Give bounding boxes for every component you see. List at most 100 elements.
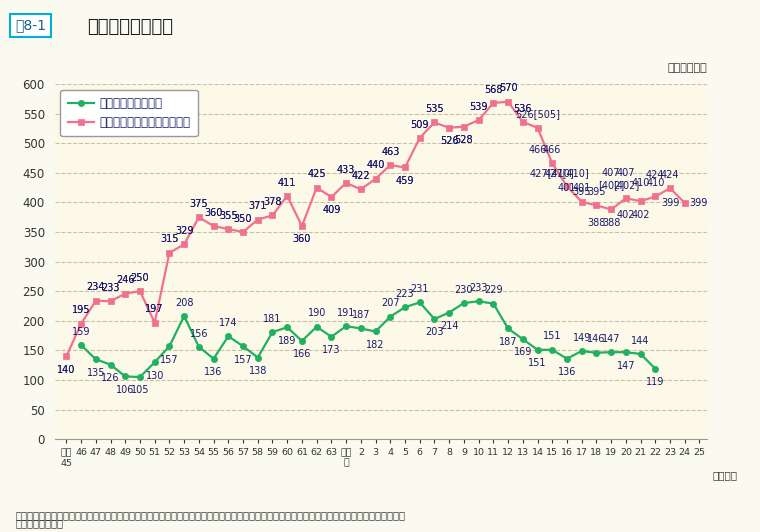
Text: 350: 350 xyxy=(234,214,252,223)
年度内の派遣職員数 xyxy=(121,373,130,380)
年度末現在で派遣中の職員数 xyxy=(636,198,645,204)
Text: 466: 466 xyxy=(543,145,562,155)
Text: 407
[402]: 407 [402] xyxy=(598,168,624,190)
Text: 190: 190 xyxy=(308,309,326,318)
Text: 466: 466 xyxy=(528,145,546,155)
年度内の派遣職員数 xyxy=(548,347,557,353)
年度末現在で派遣中の職員数 xyxy=(106,298,115,304)
年度末現在で派遣中の職員数 xyxy=(341,180,350,186)
年度末現在で派遣中の職員数 xyxy=(651,193,660,200)
Text: 147: 147 xyxy=(602,334,620,344)
年度末現在で派遣中の職員数 xyxy=(562,183,572,189)
Text: 402: 402 xyxy=(632,210,650,220)
Text: （単位：人）: （単位：人） xyxy=(667,63,707,73)
年度末現在で派遣中の職員数 xyxy=(504,98,513,105)
Text: 図8-1: 図8-1 xyxy=(15,19,46,32)
Text: 425: 425 xyxy=(307,169,326,179)
Text: 395: 395 xyxy=(572,187,591,197)
Text: 166: 166 xyxy=(293,350,311,359)
Text: 350: 350 xyxy=(234,214,252,223)
年度内の派遣職員数 xyxy=(253,354,262,361)
Text: 422: 422 xyxy=(352,171,370,181)
Text: 378: 378 xyxy=(263,197,282,207)
年度末現在で派遣中の職員数 xyxy=(297,223,306,229)
年度末現在で派遣中の職員数 xyxy=(77,321,86,327)
Text: 433: 433 xyxy=(337,164,355,174)
年度末現在で派遣中の職員数 xyxy=(62,353,71,360)
年度末現在で派遣中の職員数 xyxy=(179,241,188,247)
年度内の派遣職員数 xyxy=(239,343,248,350)
Legend: 年度内の派遣職員数, 年度末現在で派遣中の職員数: 年度内の派遣職員数, 年度末現在で派遣中の職員数 xyxy=(61,90,198,136)
年度内の派遣職員数 xyxy=(297,338,306,344)
Text: 360: 360 xyxy=(293,235,311,244)
Text: 375: 375 xyxy=(189,199,208,209)
Text: 401: 401 xyxy=(558,184,576,194)
Text: 388: 388 xyxy=(602,218,620,228)
Text: 399: 399 xyxy=(689,198,708,208)
Text: 146: 146 xyxy=(587,335,606,344)
Text: 157: 157 xyxy=(160,355,179,364)
年度内の派遣職員数 xyxy=(415,300,424,306)
年度内の派遣職員数 xyxy=(312,323,321,330)
Text: 246: 246 xyxy=(116,275,135,285)
年度内の派遣職員数 xyxy=(77,342,86,348)
年度末現在で派遣中の職員数 xyxy=(680,200,689,206)
Text: 234: 234 xyxy=(87,282,105,293)
Text: 410: 410 xyxy=(632,178,650,188)
年度内の派遣職員数 xyxy=(165,343,174,350)
Text: 410: 410 xyxy=(646,178,664,188)
Text: 250: 250 xyxy=(131,273,149,283)
Text: 233: 233 xyxy=(101,283,120,293)
Text: 535: 535 xyxy=(425,104,444,114)
年度内の派遣職員数 xyxy=(474,298,483,304)
年度内の派遣職員数 xyxy=(562,355,572,362)
年度内の派遣職員数 xyxy=(150,359,160,365)
年度末現在で派遣中の職員数 xyxy=(533,124,542,131)
Text: 360: 360 xyxy=(293,235,311,244)
年度内の派遣職員数 xyxy=(459,300,468,306)
Text: 126: 126 xyxy=(101,373,120,383)
Text: 427[410]: 427[410] xyxy=(545,168,589,178)
年度内の派遣職員数 xyxy=(577,348,586,354)
年度末現在で派遣中の職員数 xyxy=(150,319,160,326)
年度内の派遣職員数 xyxy=(518,336,527,343)
Text: 195: 195 xyxy=(72,305,90,315)
Text: 181: 181 xyxy=(263,314,282,323)
年度内の派遣職員数 xyxy=(386,313,395,320)
Text: 355: 355 xyxy=(219,211,238,221)
年度末現在で派遣中の職員数 xyxy=(459,123,468,130)
年度内の派遣職員数 xyxy=(356,325,366,331)
Text: 233: 233 xyxy=(470,283,488,293)
年度内の派遣職員数 xyxy=(606,349,616,355)
Text: （年度）: （年度） xyxy=(712,470,737,480)
年度内の派遣職員数 xyxy=(445,309,454,315)
Text: 526: 526 xyxy=(440,136,458,146)
年度内の派遣職員数 xyxy=(533,347,542,353)
Text: 187: 187 xyxy=(499,337,518,347)
Text: 174: 174 xyxy=(219,318,238,328)
年度末現在で派遣中の職員数 xyxy=(356,186,366,193)
年度末現在で派遣中の職員数 xyxy=(474,117,483,123)
Text: 151: 151 xyxy=(543,331,562,342)
Text: 119: 119 xyxy=(646,377,664,387)
Text: 539: 539 xyxy=(470,102,488,112)
Text: 229: 229 xyxy=(484,285,502,295)
Text: 568: 568 xyxy=(484,85,502,95)
Text: 433: 433 xyxy=(337,164,355,174)
Text: 138: 138 xyxy=(249,366,267,376)
Text: 395: 395 xyxy=(587,187,606,197)
Text: 147: 147 xyxy=(616,361,635,370)
年度末現在で派遣中の職員数 xyxy=(622,195,631,202)
Text: 203: 203 xyxy=(425,327,444,337)
年度末現在で派遣中の職員数 xyxy=(445,124,454,131)
Text: 197: 197 xyxy=(145,304,164,314)
Text: 424: 424 xyxy=(660,170,679,180)
年度末現在で派遣中の職員数 xyxy=(121,290,130,297)
年度内の派遣職員数 xyxy=(135,374,144,380)
年度末現在で派遣中の職員数 xyxy=(386,162,395,168)
年度末現在で派遣中の職員数 xyxy=(283,193,292,199)
年度内の派遣職員数 xyxy=(592,350,601,356)
年度内の派遣職員数 xyxy=(504,325,513,331)
Text: 140: 140 xyxy=(57,364,75,375)
Text: 231: 231 xyxy=(410,284,429,294)
